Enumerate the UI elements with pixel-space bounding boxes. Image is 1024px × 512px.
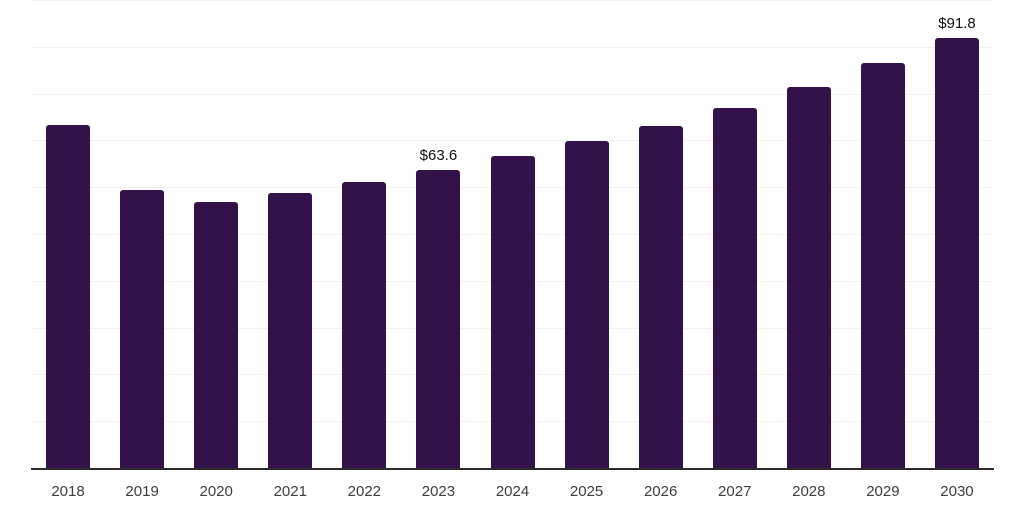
bar-2026 — [638, 125, 683, 468]
bar-value-label-2030: $91.8 — [938, 15, 976, 33]
gridline — [31, 0, 994, 1]
gridline — [31, 46, 994, 48]
x-tick-label-2020: 2020 — [199, 483, 233, 500]
bar-slot-2019 — [105, 0, 179, 468]
bar-2028 — [786, 87, 831, 468]
bar-slot-2029 — [846, 0, 920, 468]
x-tick-label-2029: 2029 — [866, 483, 900, 500]
bar-slot-2022 — [327, 0, 401, 468]
x-axis-labels: 2018 2019 2020 2021 2022 2023 2024 2025 2026 2027… — [31, 482, 994, 502]
bar-2025 — [564, 141, 609, 468]
x-tick-label-2022: 2022 — [347, 483, 382, 500]
bar-2029 — [860, 63, 905, 468]
x-tick-label-2026: 2026 — [643, 483, 678, 500]
bar-slot-2025 — [550, 0, 624, 468]
bars-layer: $63.6 $91.8 — [31, 0, 994, 468]
bar-2022 — [342, 182, 387, 468]
bar-2018 — [46, 124, 91, 468]
bar-value-label-2023: $63.6 — [419, 147, 458, 165]
x-tick-label-2023: 2023 — [421, 483, 456, 500]
gridline — [31, 140, 994, 142]
bar-2020 — [194, 202, 239, 468]
bar-2023 — [416, 170, 461, 468]
x-tick-label-2021: 2021 — [273, 483, 307, 500]
bar-slot-2021 — [253, 0, 327, 468]
bar-slot-2028 — [772, 0, 846, 468]
bar-2021 — [268, 192, 313, 468]
bar-slot-2026 — [624, 0, 698, 468]
bar-slot-2027 — [698, 0, 772, 468]
x-axis-line — [31, 468, 994, 470]
x-tick-label-2030: 2030 — [940, 483, 974, 500]
x-tick-label-2019: 2019 — [125, 483, 159, 500]
bar-slot-2023: $63.6 — [401, 0, 475, 468]
bar-slot-2018 — [31, 0, 105, 468]
x-tick-label-2025: 2025 — [569, 483, 604, 500]
x-tick-label-2024: 2024 — [495, 483, 530, 500]
gridline — [31, 93, 994, 95]
x-tick-label-2027: 2027 — [718, 483, 752, 500]
bar-2027 — [712, 108, 757, 468]
bar-slot-2024 — [475, 0, 549, 468]
bar-2019 — [120, 189, 165, 468]
x-tick-label-2028: 2028 — [792, 483, 826, 500]
bar-slot-2030: $91.8 — [920, 0, 994, 468]
bar-slot-2020 — [179, 0, 253, 468]
bar-2024 — [490, 155, 535, 468]
bar-2030 — [934, 38, 979, 468]
plot-area: $63.6 $91.8 — [31, 0, 994, 470]
x-tick-label-2018: 2018 — [51, 483, 85, 500]
